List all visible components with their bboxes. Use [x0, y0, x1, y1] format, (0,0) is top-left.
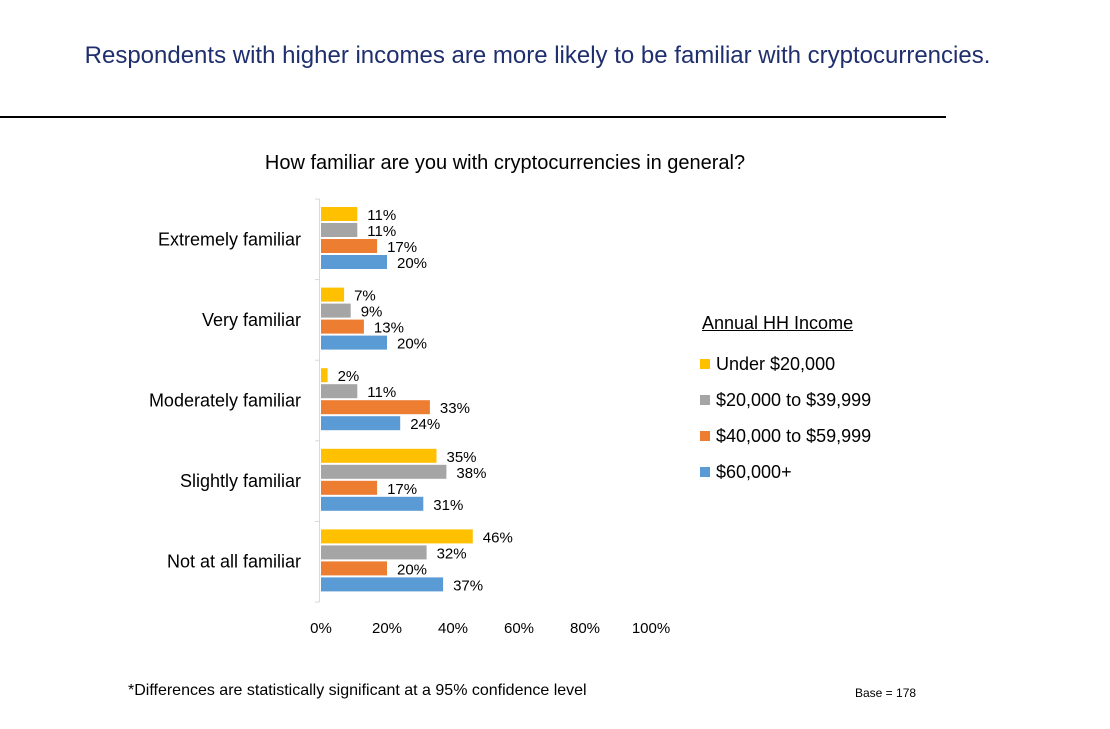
data-label: 17% — [387, 239, 417, 256]
bar — [321, 496, 424, 511]
bar — [321, 577, 444, 592]
legend-item-60000-plus: $60,000+ — [700, 454, 871, 490]
legend-label: $40,000 to $59,999 — [716, 425, 872, 446]
data-label: 9% — [361, 304, 383, 321]
bar — [321, 464, 447, 479]
data-label: 37% — [453, 577, 483, 594]
category-label: Extremely familiar — [158, 229, 301, 249]
x-tick-label: 0% — [310, 620, 332, 637]
data-label: 33% — [440, 400, 470, 417]
bar — [321, 448, 437, 463]
chart-title: How familiar are you with cryptocurrenci… — [264, 152, 746, 174]
bar — [321, 368, 328, 383]
data-label: 7% — [354, 288, 376, 305]
data-label: 13% — [374, 320, 404, 337]
headline-divider — [0, 116, 946, 118]
data-label: 24% — [410, 416, 440, 433]
x-tick-label: 60% — [504, 620, 534, 637]
bar — [321, 303, 351, 318]
bar — [321, 529, 473, 544]
data-label: 11% — [367, 207, 396, 224]
legend-item-20000-39999: $20,000 to $39,999 — [700, 382, 871, 418]
legend-swatch — [700, 467, 710, 477]
data-label: 11% — [367, 223, 396, 240]
legend: Annual HH Income Under $20,000 $20,000 t… — [700, 313, 871, 490]
data-label: 20% — [397, 255, 427, 272]
bar — [321, 255, 387, 269]
category-label: Moderately familiar — [149, 391, 301, 411]
legend-label: $20,000 to $39,999 — [716, 389, 872, 410]
legend-title: Annual HH Income — [702, 313, 854, 333]
data-label: 2% — [338, 368, 360, 385]
legend-item-under-20000: Under $20,000 — [700, 346, 871, 382]
bar — [321, 545, 427, 560]
bar — [321, 335, 387, 350]
data-label: 11% — [367, 384, 396, 401]
bar — [321, 384, 358, 399]
category-label: Slightly familiar — [180, 471, 301, 491]
x-tick-label: 100% — [632, 620, 670, 637]
legend-swatch — [700, 431, 710, 441]
data-label: 20% — [397, 561, 427, 578]
bar — [321, 561, 387, 576]
bar — [321, 400, 430, 415]
legend-label: Under $20,000 — [716, 353, 836, 374]
bar — [321, 287, 345, 302]
bar — [321, 416, 401, 431]
base-note: Base = 178 — [855, 686, 917, 700]
data-label: 35% — [447, 449, 477, 466]
category-label: Very familiar — [202, 310, 301, 330]
legend-item-40000-59999: $40,000 to $59,999 — [700, 418, 871, 454]
bar — [321, 480, 378, 495]
legend-label: $60,000+ — [716, 461, 792, 482]
bar — [321, 239, 378, 253]
significance-footnote: *Differences are statistically significa… — [128, 682, 587, 699]
data-label: 17% — [387, 481, 417, 498]
x-tick-label: 40% — [438, 620, 468, 637]
legend-swatch — [700, 395, 710, 405]
data-label: 46% — [483, 529, 513, 546]
legend-swatch — [700, 359, 710, 369]
bar — [321, 319, 364, 334]
data-label: 38% — [456, 465, 486, 482]
data-label: 31% — [433, 497, 463, 514]
data-label: 32% — [437, 545, 467, 562]
data-label: 20% — [397, 336, 427, 353]
bar — [321, 223, 358, 237]
x-tick-label: 80% — [570, 620, 600, 637]
category-label: Not at all familiar — [167, 552, 301, 572]
x-tick-label: 20% — [372, 620, 402, 637]
slide-headline: Respondents with higher incomes are more… — [84, 42, 991, 69]
bar — [321, 207, 358, 221]
